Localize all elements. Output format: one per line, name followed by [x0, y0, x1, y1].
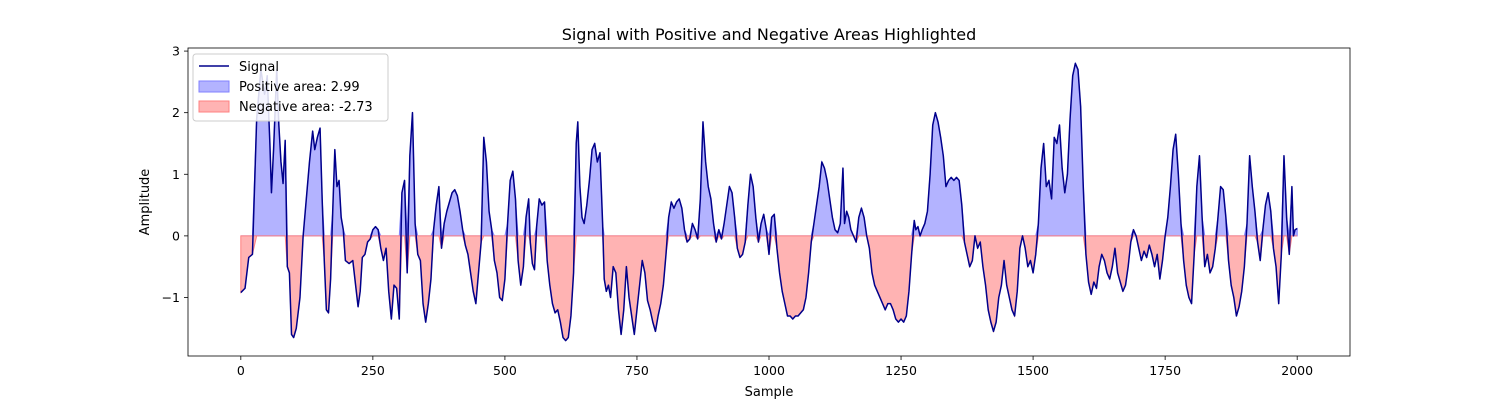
signal-line: [240, 62, 1298, 342]
x-tick-label: 0: [237, 363, 245, 378]
positive-area: [240, 61, 1298, 238]
x-tick-label: 250: [361, 363, 385, 378]
legend-positive-swatch: [198, 80, 230, 93]
y-axis-label: Amplitude: [138, 169, 153, 236]
x-axis-label: Sample: [745, 385, 794, 400]
x-axis: 0 250 500 750 1000 1250 1500 1750 2000: [237, 356, 1313, 378]
x-tick-label: 2000: [1281, 363, 1313, 378]
y-tick-label: −1: [162, 290, 180, 305]
x-tick-label: 750: [625, 363, 649, 378]
y-tick-label: 1: [172, 167, 180, 182]
x-tick-label: 1500: [1017, 363, 1049, 378]
y-tick-label: 3: [172, 44, 180, 59]
y-tick-label: 0: [172, 228, 180, 243]
legend-label-signal: Signal: [239, 60, 279, 75]
legend: Signal Positive area: 2.99 Negative area…: [192, 53, 389, 122]
chart-title: Signal with Positive and Negative Areas …: [562, 25, 977, 44]
x-tick-label: 500: [493, 363, 517, 378]
x-tick-label: 1000: [753, 363, 785, 378]
y-tick-label: 2: [172, 105, 180, 120]
x-tick-label: 1750: [1149, 363, 1181, 378]
x-tick-label: 1250: [885, 363, 917, 378]
legend-label-positive: Positive area: 2.99: [239, 80, 360, 95]
legend-negative-swatch: [198, 100, 230, 113]
y-axis: −1 0 1 2 3: [162, 44, 188, 305]
legend-box: [192, 53, 389, 122]
legend-label-negative: Negative area: -2.73: [239, 100, 373, 115]
